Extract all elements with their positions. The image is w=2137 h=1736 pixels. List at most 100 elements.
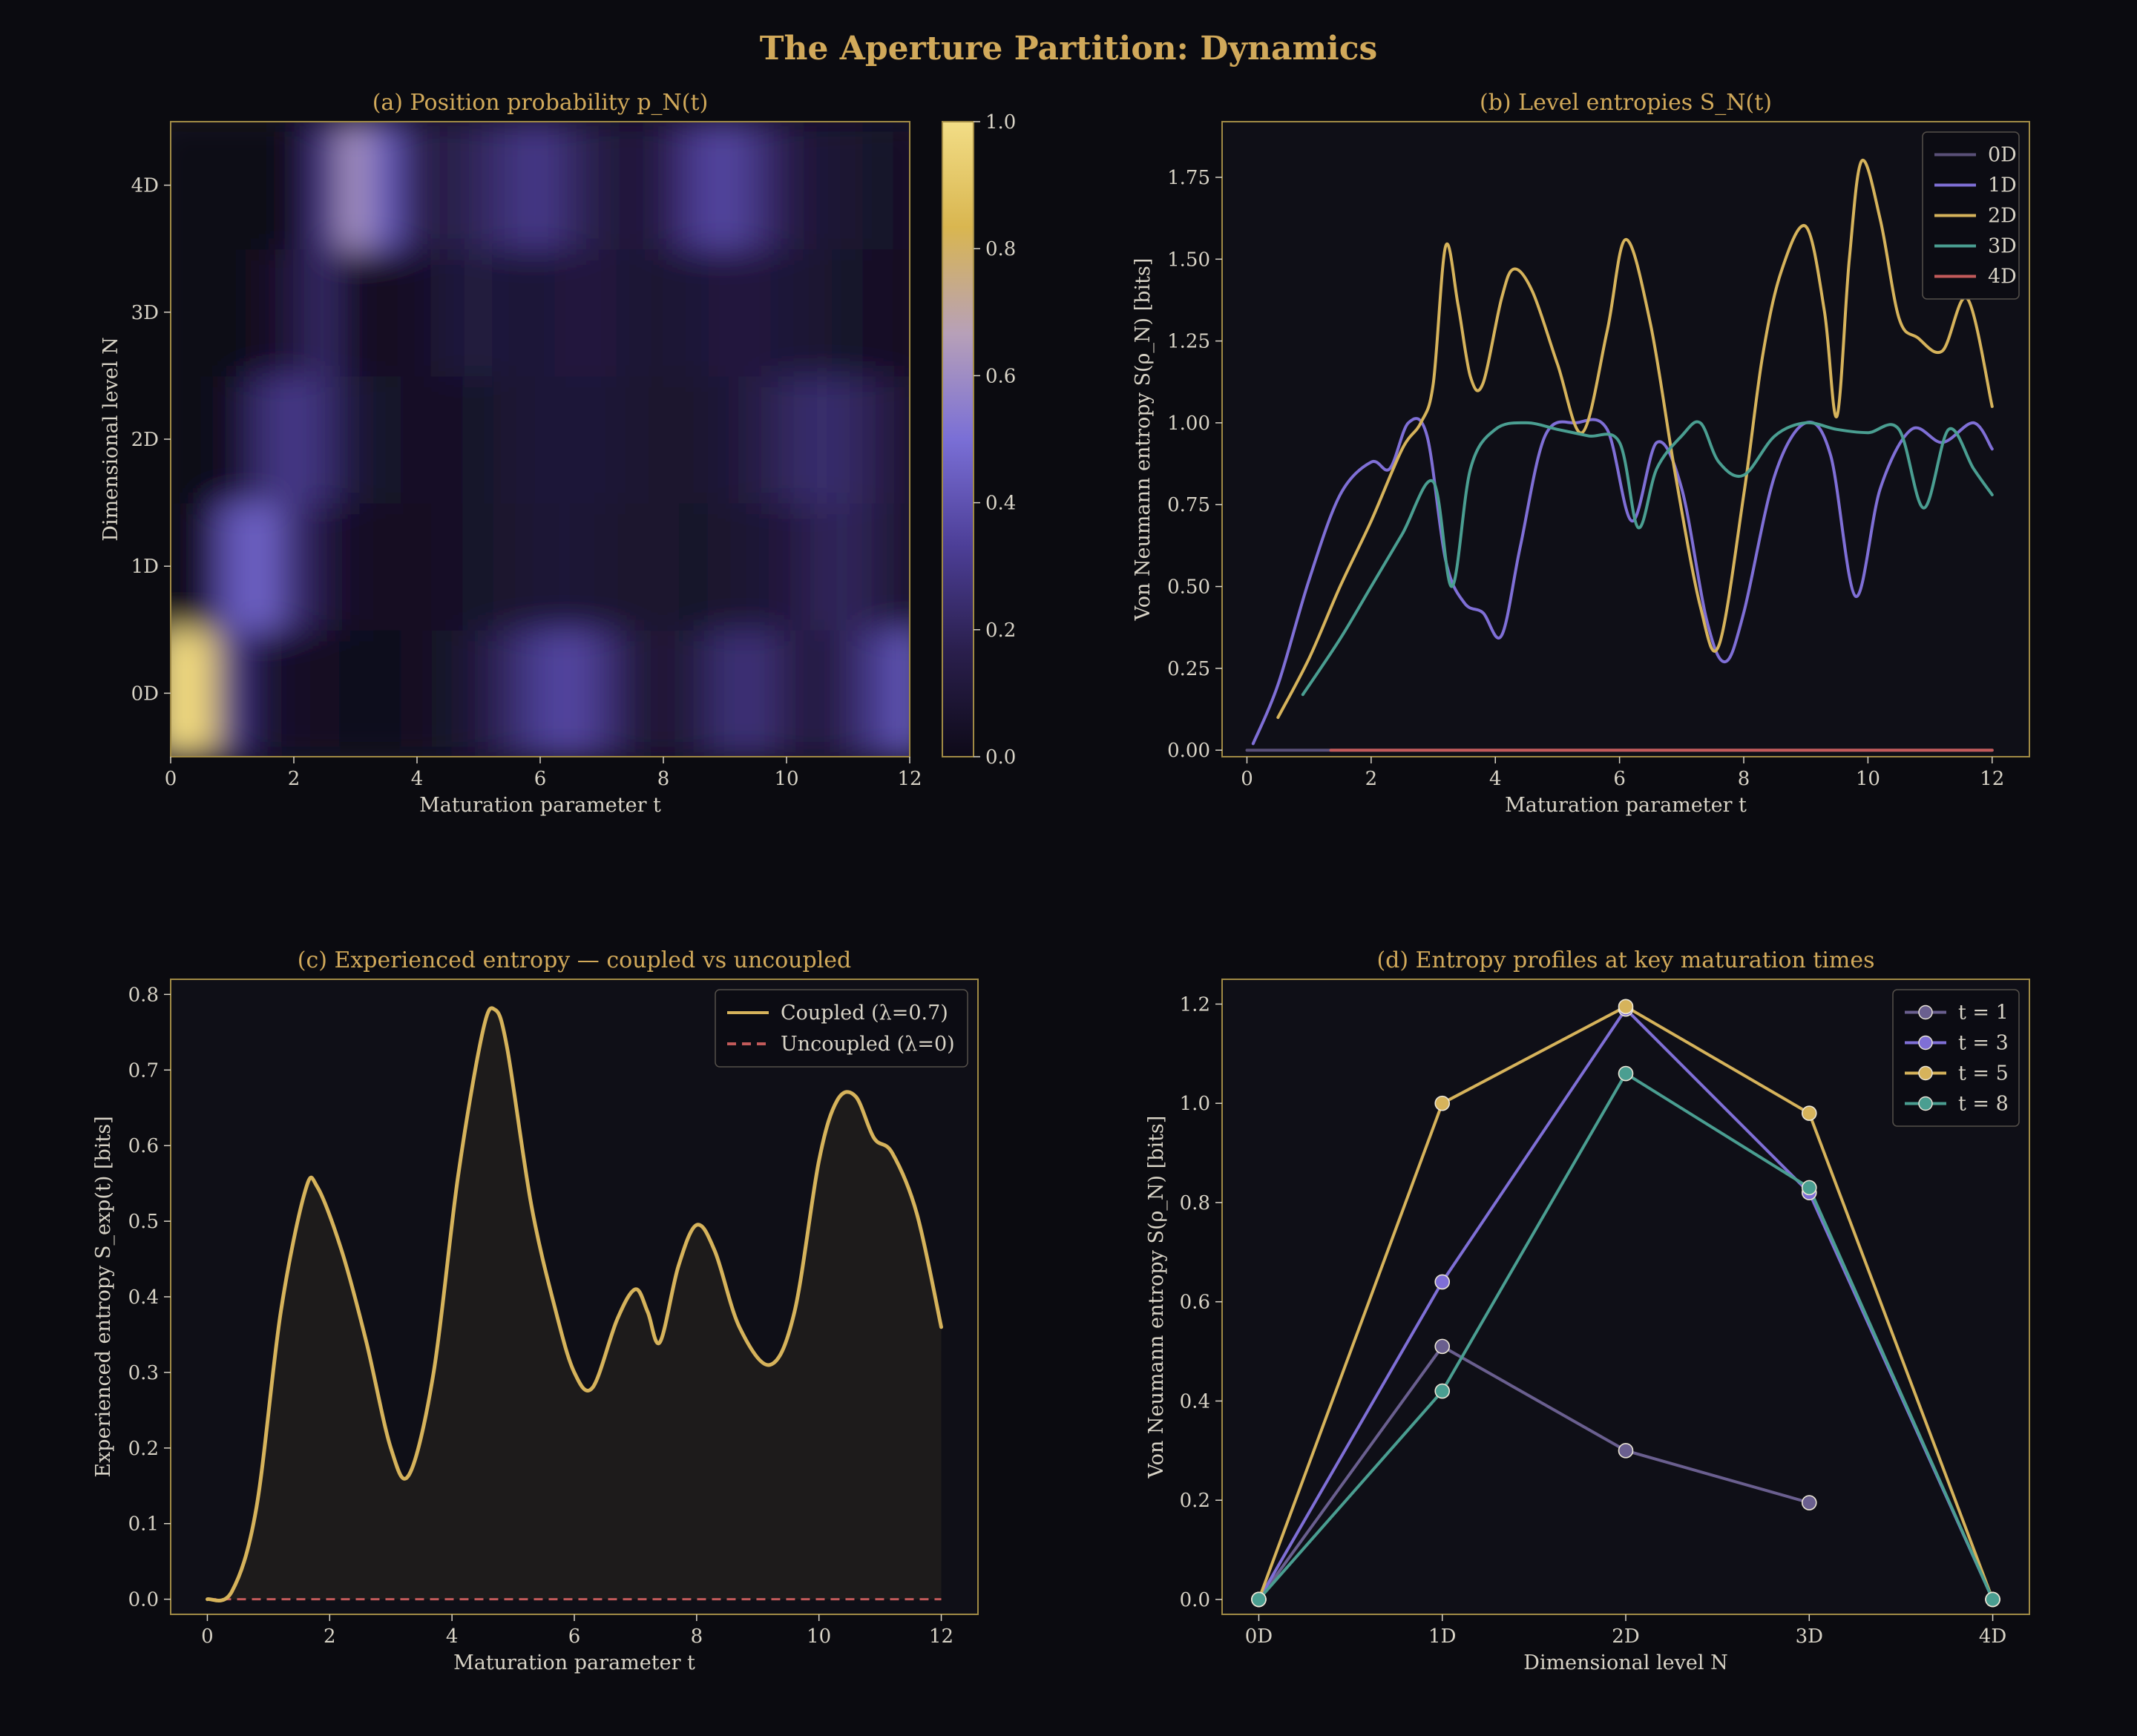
chart-b: 0 2 4 6 8 10 12 0.00 0.25 0.50 0.75 1.00 1.25 1.50 1.7… [1132,90,2030,817]
heatmap-cell [370,248,403,377]
heatmap-cell [493,122,526,250]
profile-point [1434,1274,1451,1290]
colorbar-tick-label: 1.0 [985,111,1016,134]
heatmap-cell [709,248,741,377]
heatmap-cell [862,122,896,250]
y-tick-label: 0.75 [1167,494,1210,516]
heatmap-cell [893,122,910,250]
y-tick-label: 0.00 [1167,740,1210,762]
heatmap-cell [832,122,864,250]
x-tick-label: 6 [534,768,547,790]
heatmap-cell [246,375,280,504]
heatmap-cell [647,248,680,377]
profile-point [1251,1591,1267,1608]
colorbar [942,121,974,757]
y-tick-label: 0.2 [1180,1490,1210,1512]
y-tick-label: 0.6 [128,1135,159,1157]
y-tick-label: 0.2 [128,1438,159,1460]
heatmap-cell [832,375,864,504]
x-tick-label: 6 [1613,768,1626,790]
x-tick-label: 8 [657,768,670,790]
x-axis-label: Maturation parameter t [453,1651,695,1674]
y-tick-label: 0.7 [128,1059,159,1082]
profile-point [1434,1095,1451,1111]
chart-title: (b) Level entropies S_N(t) [1480,90,1772,116]
heatmap-cell [308,628,341,757]
y-tick-label: 2D [131,429,159,451]
heatmap-cell [171,248,187,377]
heatmap-cell [554,375,588,504]
heatmap-cell [216,375,249,504]
heatmap-cell [246,122,280,250]
y-tick-label: 3D [131,302,159,324]
heatmap-cell [647,122,680,250]
heatmap-cell [370,628,403,757]
colorbar-tick-label: 0.4 [985,493,1016,515]
heatmap-cell [832,248,864,377]
y-tick-label: 1.2 [1180,993,1210,1016]
heatmap-cell [770,502,803,631]
heatmap-cell [246,628,280,757]
x-tick-label: 8 [1738,768,1750,790]
heatmap-cell [185,502,218,631]
chart-title: (d) Entropy profiles at key maturation t… [1376,947,1874,973]
x-tick-label: 2 [288,768,301,790]
y-tick-label: 0.50 [1167,576,1210,599]
heatmap-cell [339,375,372,504]
y-axis-label: Dimensional level N [99,337,122,541]
heatmap-cell [862,375,896,504]
x-tick-label: 10 [807,1625,831,1648]
y-tick-label: 0.0 [128,1589,159,1611]
y-tick-label: 0.4 [1180,1390,1210,1413]
chart-title: (c) Experienced entropy — coupled vs unc… [298,947,852,973]
plot-area [1222,122,2029,757]
heatmap-cell [585,122,618,250]
legend-label: t = 1 [1958,1002,2009,1025]
x-tick-label: 6 [568,1625,581,1648]
y-tick-label: 0.1 [128,1513,159,1536]
heatmap-cell [770,248,803,377]
chart-d: 0D 1D 2D 3D 4D 0.0 0.2 0.4 0.6 0.8 1.0 1.2 (d) Entro… [1145,947,2030,1674]
series-line-3d [1301,420,1994,697]
heatmap-cell [616,502,649,631]
heatmap-cell [185,122,218,250]
heatmap-cell [524,502,557,631]
legend-marker [1918,1005,1933,1020]
heatmap-cell [462,375,495,504]
heatmap-cell [431,122,465,250]
heatmap-cell [893,375,910,504]
heatmap-cell [616,248,649,377]
y-tick-label: 1.0 [1180,1093,1210,1115]
x-tick-label: 12 [897,768,922,790]
heatmap-cell [709,502,741,631]
x-tick-label: 0 [165,768,177,790]
heatmap-cell [493,628,526,757]
x-tick-label: 10 [774,768,798,790]
colorbar-tick-label: 0.6 [985,365,1016,387]
heatmap-cell [185,375,218,504]
y-tick-label: 0.25 [1167,658,1210,680]
legend-label: t = 8 [1958,1093,2009,1116]
charts-layer: 0 2 4 6 8 10 12 0D 1D 2D 3D 4D (a) Position probabil… [92,90,2030,1674]
heatmap-cell [401,248,433,377]
x-tick-label: 8 [691,1625,703,1648]
y-axis-label: Von Neumann entropy S(ρ_N) [bits] [1145,1116,1168,1479]
y-tick-label: 1D [131,556,159,578]
heatmap-cell [462,502,495,631]
heatmap-cell [709,628,741,757]
heatmap-cell [308,248,341,377]
legend-marker [1918,1065,1933,1081]
heatmap-cell [739,375,772,504]
heatmap-cell [370,502,403,631]
heatmap-cell [801,122,834,250]
series-lines [1245,158,1994,752]
heatmap-cell [677,375,711,504]
heatmap-cell [770,122,803,250]
heatmap-cell [585,628,618,757]
heatmap-cell [216,248,249,377]
legend-label: 0D [1988,144,2017,167]
heatmap-cell [554,628,588,757]
y-tick-label: 0.6 [1180,1292,1210,1314]
heatmap-cell [493,248,526,377]
